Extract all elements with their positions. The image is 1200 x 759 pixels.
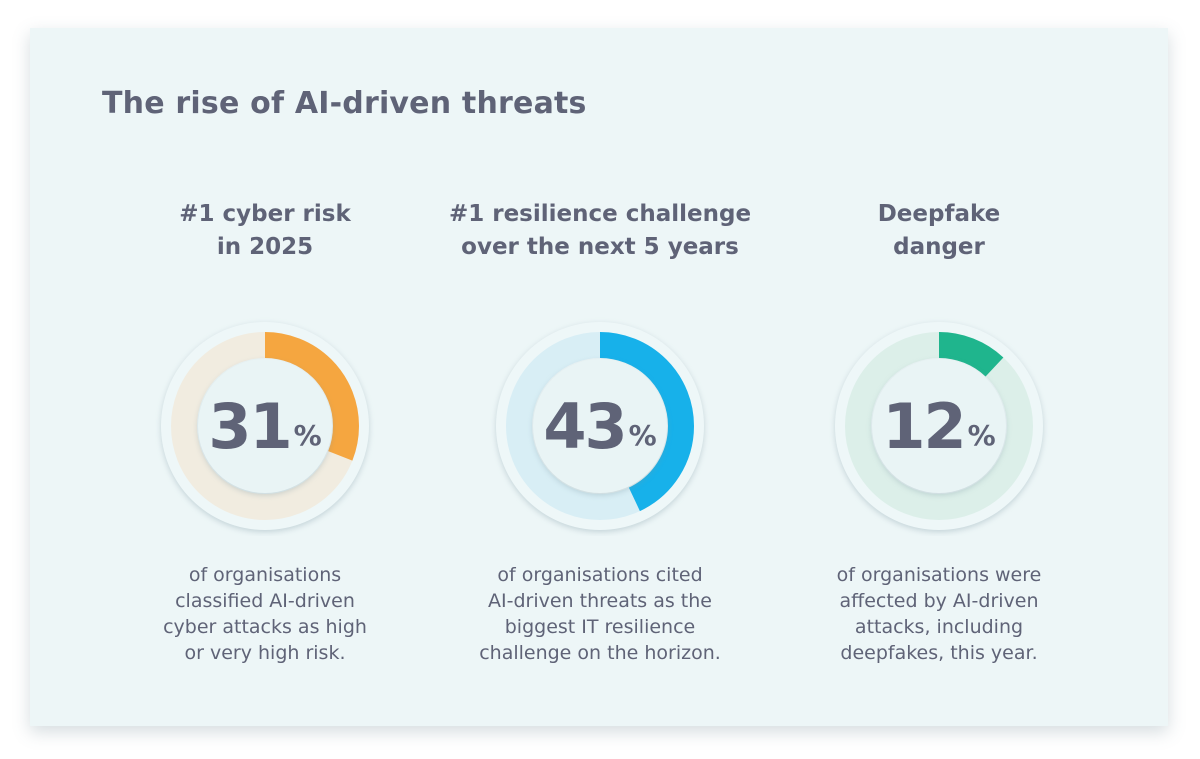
stat-title-line: over the next 5 years [461,234,739,260]
infographic-card: The rise of AI-driven threats #1 cyber r… [30,28,1168,726]
stat-value: 31% [155,316,375,536]
description-line: affected by AI-driven [839,590,1039,612]
stat-value-number: 31 [208,389,292,463]
stat-value-unit: % [967,418,996,452]
stat-title-line: #1 cyber risk [179,201,351,227]
donut-svg [835,322,1043,530]
description-line: challenge on the horizon. [479,642,721,664]
description-line: or very high risk. [184,642,346,664]
donut-chart: 12% [829,316,1049,536]
stat-value-number: 43 [543,389,627,463]
description-line: of organisations were [836,564,1042,586]
donut-arc [845,332,1033,520]
stat-value: 12% [829,316,1049,536]
stat-title: #1 resilience challenge over the next 5 … [435,198,765,268]
stat-value: 43% [490,316,710,536]
donut-chart: 43% [490,316,710,536]
stat-title-line: in 2025 [216,234,314,260]
stat-description: of organisations classified AI-driven cy… [100,562,430,666]
description-line: cyber attacks as high [163,616,367,638]
stat-column-deepfake: Deepfake danger 12% of organisations wer… [774,198,1104,664]
main-title: The rise of AI-driven threats [102,86,587,121]
stat-title-line: #1 resilience challenge [448,201,752,227]
stat-column-resilience: #1 resilience challenge over the next 5 … [435,198,765,664]
donut-inner-disc [198,359,332,493]
stat-value-number: 12 [882,389,966,463]
donut-inner-disc [533,359,667,493]
stat-value-unit: % [628,418,657,452]
description-line: of organisations [188,564,342,586]
stat-title: Deepfake danger [774,198,1104,268]
donut-arc [171,332,359,520]
stat-description: of organisations were affected by AI-dri… [774,562,1104,666]
stat-title: #1 cyber risk in 2025 [100,198,430,268]
donut-svg [161,322,369,530]
stat-title-line: danger [893,234,985,260]
donut-inner-disc [872,359,1006,493]
description-line: classified AI-driven [175,590,355,612]
stat-column-cyber-risk: #1 cyber risk in 2025 31% of organisatio… [100,198,430,664]
stat-description: of organisations cited AI-driven threats… [435,562,765,666]
description-line: of organisations cited [497,564,703,586]
description-line: biggest IT resilience [504,616,696,638]
donut-arc [506,332,694,520]
description-line: AI-driven threats as the [488,590,712,612]
stat-value-unit: % [293,418,322,452]
description-line: attacks, including [854,616,1024,638]
donut-svg [496,322,704,530]
description-line: deepfakes, this year. [840,642,1038,664]
donut-chart: 31% [155,316,375,536]
stat-title-line: Deepfake [877,201,1001,227]
